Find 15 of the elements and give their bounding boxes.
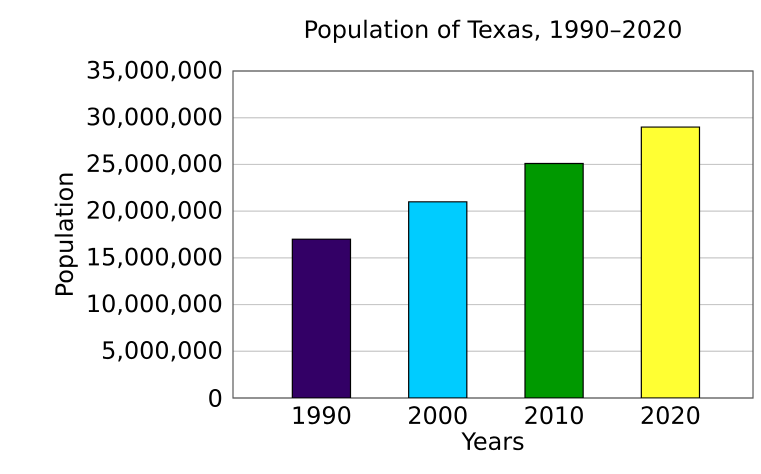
y-tick-label: 15,000,000 <box>88 248 222 268</box>
y-axis-title: Population <box>54 174 78 295</box>
x-axis-title: Years <box>461 432 524 450</box>
y-tick-label: 30,000,000 <box>88 107 222 128</box>
x-tick-label: 2010 <box>525 406 583 424</box>
y-tick-label: 35,000,000 <box>88 60 222 82</box>
y-tick-label: 5,000,000 <box>102 341 222 362</box>
chart-title: Population of Texas, 1990–2020 <box>306 20 681 43</box>
x-tick-label: 2020 <box>642 406 700 424</box>
x-tick-label: 2000 <box>409 406 467 424</box>
y-tick-label: 20,000,000 <box>88 200 222 222</box>
y-tick-label: 10,000,000 <box>88 294 222 315</box>
x-tick-label: 1990 <box>294 406 350 424</box>
y-tick-label: 25,000,000 <box>88 154 222 175</box>
y-tick-label: 0 <box>209 388 222 408</box>
